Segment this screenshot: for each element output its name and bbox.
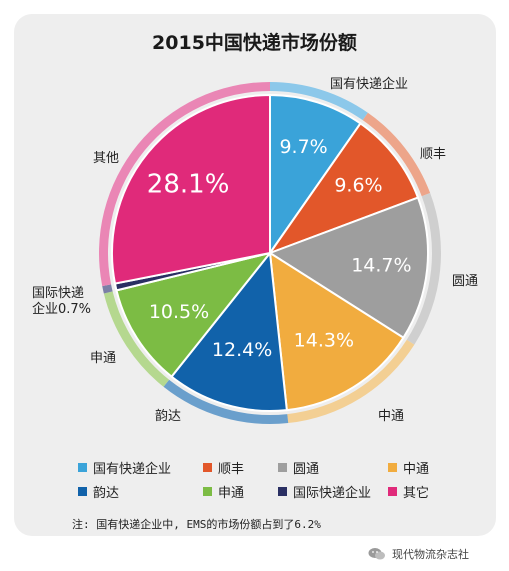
pie-ring-segment bbox=[362, 112, 431, 197]
pie-ring-segment bbox=[102, 284, 113, 294]
legend-swatch bbox=[388, 463, 397, 472]
legend-label: 国有快递企业 bbox=[93, 462, 172, 477]
legend-label: 其它 bbox=[403, 486, 430, 501]
legend-item: 其它 bbox=[388, 482, 429, 501]
legend-item: 国际快递企业 bbox=[278, 482, 371, 501]
legend-swatch bbox=[278, 487, 287, 496]
watermark-text: 现代物流杂志社 bbox=[392, 548, 469, 561]
legend-swatch bbox=[78, 463, 87, 472]
legend-label: 圆通 bbox=[293, 462, 320, 477]
pie-slice bbox=[267, 196, 429, 340]
pie-ring-segment bbox=[103, 291, 170, 387]
pie-slice bbox=[170, 250, 288, 412]
slice-value-label: 12.4% bbox=[212, 339, 272, 361]
legend-swatch bbox=[278, 463, 287, 472]
slice-category-label: 中通 bbox=[378, 409, 404, 424]
legend-item: 顺丰 bbox=[203, 458, 244, 477]
legend-swatch bbox=[388, 487, 397, 496]
legend-item: 国有快递企业 bbox=[78, 458, 171, 477]
slice-value-label: 9.6% bbox=[334, 174, 382, 196]
slice-category-label: 顺丰 bbox=[420, 147, 446, 162]
watermark: 现代物流杂志社 bbox=[368, 546, 469, 562]
slice-category-label: 其他 bbox=[93, 151, 119, 166]
slice-value-label: 9.7% bbox=[279, 136, 327, 158]
slice-category-label: 国际快递企业0.7% bbox=[32, 286, 91, 317]
slice-value-label: 10.5% bbox=[149, 301, 209, 323]
legend-item: 申通 bbox=[203, 482, 244, 501]
pie-ring-segment bbox=[406, 193, 441, 345]
legend-label: 中通 bbox=[403, 462, 430, 477]
wechat-icon bbox=[368, 548, 385, 560]
pie-ring-segment bbox=[270, 82, 368, 121]
legend-label: 韵达 bbox=[93, 486, 120, 501]
chart-title: 2015中国快递市场份额 bbox=[152, 32, 357, 54]
pie-slice bbox=[115, 251, 273, 379]
legend-label: 国际快递企业 bbox=[293, 486, 372, 501]
slice-category-label: 圆通 bbox=[452, 274, 478, 289]
pie-ring-segment bbox=[163, 379, 289, 424]
legend-item: 韵达 bbox=[78, 482, 119, 501]
pie-slice bbox=[269, 93, 362, 257]
legend-swatch bbox=[78, 487, 87, 496]
legend-label: 申通 bbox=[218, 486, 245, 501]
chart-note: 注: 国有快递企业中, EMS的市场份额占到了6.2% bbox=[72, 518, 321, 531]
pie-slice bbox=[267, 122, 420, 256]
slice-value-label: 14.3% bbox=[294, 330, 354, 352]
legend-label: 顺丰 bbox=[218, 462, 245, 477]
pie-ring-segment bbox=[287, 339, 415, 424]
slice-category-label: 韵达 bbox=[155, 409, 181, 424]
legend-item: 圆通 bbox=[278, 458, 319, 477]
pie-slice bbox=[268, 251, 405, 412]
legend-swatch bbox=[203, 487, 212, 496]
legend-item: 中通 bbox=[388, 458, 429, 477]
slice-category-label: 申通 bbox=[90, 351, 116, 366]
slice-value-label: 14.7% bbox=[351, 255, 411, 277]
legend-swatch bbox=[203, 463, 212, 472]
pie-slice bbox=[111, 93, 271, 285]
slice-category-label: 国有快递企业 bbox=[330, 76, 408, 92]
slice-value-label: 28.1% bbox=[147, 170, 230, 200]
